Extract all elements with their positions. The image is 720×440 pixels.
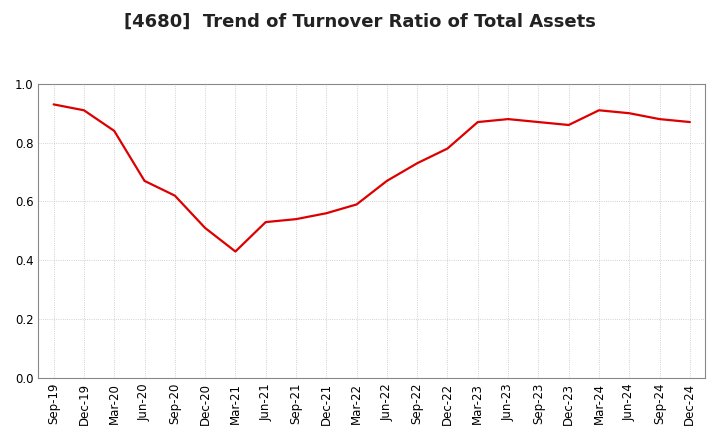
Text: [4680]  Trend of Turnover Ratio of Total Assets: [4680] Trend of Turnover Ratio of Total …: [124, 13, 596, 31]
